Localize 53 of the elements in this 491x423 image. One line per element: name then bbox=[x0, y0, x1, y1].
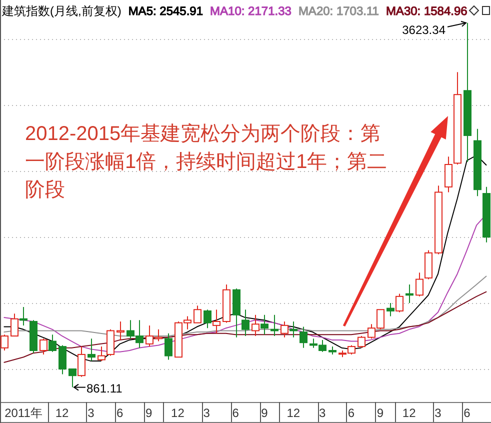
x-tick-label: 9 bbox=[261, 406, 268, 420]
candlestick bbox=[252, 314, 260, 336]
x-tick-label: 9 bbox=[145, 406, 152, 420]
x-tick-label: 6 bbox=[348, 406, 355, 420]
candlestick bbox=[204, 309, 212, 329]
x-tick-label: 3 bbox=[434, 406, 442, 420]
x-tick-label: 12 bbox=[402, 406, 416, 420]
candlestick bbox=[406, 284, 414, 304]
text: MA10: 2171.33 bbox=[210, 4, 292, 18]
x-tick-label: 6 bbox=[116, 406, 124, 420]
x-tick-label: 12 bbox=[55, 406, 70, 420]
candlestick bbox=[416, 272, 424, 297]
chart-title: 建筑指数(月线,前复权) bbox=[1, 4, 122, 18]
x-tick-label: 9 bbox=[376, 406, 384, 420]
text: MA30: 1584.96 bbox=[386, 4, 468, 18]
x-tick-label: 6 bbox=[232, 406, 240, 420]
candlestick bbox=[194, 305, 202, 324]
candlestick bbox=[40, 338, 48, 355]
x-tick-label: 12 bbox=[171, 406, 185, 420]
annotation: 3623.34 bbox=[402, 22, 446, 37]
candlestick bbox=[20, 306, 28, 326]
candlestick bbox=[280, 320, 288, 338]
candlestick bbox=[164, 332, 172, 360]
annotation: 861.11 bbox=[86, 381, 123, 396]
x-tick-label: 12 bbox=[286, 406, 300, 420]
candlestick bbox=[300, 326, 308, 348]
x-tick-label: 2011年 bbox=[4, 406, 42, 420]
annotation: 2012-2015年基建宽松分为两个阶段：第一阶段涨幅1倍，持续时间超过1年；第二阶段 bbox=[25, 123, 388, 201]
candlestick bbox=[98, 346, 106, 362]
candlestick bbox=[270, 314, 278, 336]
candlestick bbox=[386, 302, 394, 317]
x-tick-label: 3 bbox=[203, 406, 210, 420]
candlestick bbox=[106, 328, 114, 356]
x-tick-label: 6 bbox=[464, 406, 471, 420]
candlestick bbox=[242, 309, 250, 336]
candlestick bbox=[358, 335, 366, 348]
text: MA5: 2545.91 bbox=[128, 4, 204, 18]
candlestick bbox=[290, 320, 298, 338]
x-tick-label: 3 bbox=[88, 406, 95, 420]
candlestick bbox=[444, 156, 452, 193]
candlestick bbox=[88, 338, 96, 362]
candlestick bbox=[260, 314, 268, 336]
candlestick bbox=[0, 334, 8, 352]
candlestick bbox=[396, 293, 404, 313]
candlestick bbox=[68, 368, 76, 388]
text: MA20: 1703.11 bbox=[298, 4, 380, 18]
candlestick bbox=[10, 313, 18, 336]
candlestick bbox=[58, 344, 66, 375]
candlestick bbox=[212, 309, 220, 334]
candlestick bbox=[78, 346, 86, 378]
candlestick bbox=[48, 334, 56, 352]
x-tick-label: 3 bbox=[318, 406, 326, 420]
candlestick bbox=[116, 320, 124, 340]
